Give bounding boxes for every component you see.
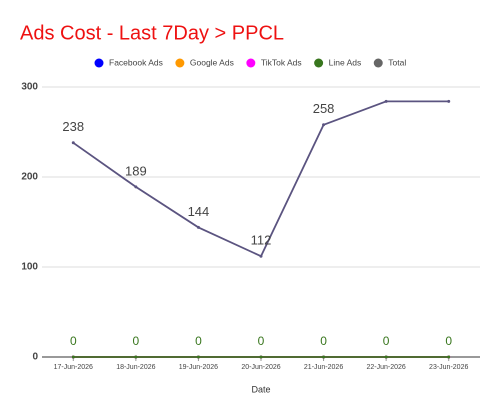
legend-marker (94, 58, 104, 68)
data-label: 0 (133, 334, 140, 348)
data-label: 0 (258, 334, 265, 348)
chart-title: Ads Cost - Last 7Day > PPCL (20, 22, 284, 44)
data-label: 0 (70, 334, 77, 348)
point (447, 99, 451, 103)
point (384, 355, 388, 359)
legend-label: Line Ads (329, 57, 362, 67)
point (259, 254, 263, 258)
data-label: 112 (251, 233, 272, 248)
data-label: 0 (320, 334, 327, 348)
legend-marker (175, 58, 185, 68)
legend-label: Facebook Ads (109, 57, 163, 67)
point (196, 225, 200, 229)
y-tick-label: 0 (32, 352, 38, 363)
point (322, 123, 326, 127)
x-axis-label: Date (251, 384, 270, 394)
legend-label: TikTok Ads (261, 57, 302, 67)
data-label: 0 (383, 334, 390, 348)
data-label: 144 (188, 204, 210, 219)
data-label: 0 (445, 334, 452, 348)
point (322, 355, 326, 359)
point (71, 141, 75, 145)
point (196, 355, 200, 359)
legend-marker (246, 58, 256, 68)
x-tick-label: 22-Jun-2026 (366, 364, 405, 371)
x-tick-label: 19-Jun-2026 (179, 364, 218, 371)
point (134, 355, 138, 359)
legend-label: Google Ads (190, 57, 234, 67)
point (134, 185, 138, 189)
data-label: 189 (125, 163, 147, 178)
data-label: 258 (313, 101, 335, 116)
point (259, 355, 263, 359)
y-tick-label: 300 (21, 82, 38, 93)
point (384, 99, 388, 103)
x-tick-label: 21-Jun-2026 (304, 364, 343, 371)
y-tick-label: 200 (21, 172, 38, 183)
data-label: 0 (195, 334, 202, 348)
x-tick-label: 18-Jun-2026 (116, 364, 155, 371)
point (447, 355, 451, 359)
data-label: 238 (62, 119, 84, 134)
x-tick-label: 23-Jun-2026 (429, 364, 468, 371)
legend-marker (314, 58, 324, 68)
legend-label: Total (388, 57, 406, 67)
y-tick-label: 100 (21, 262, 38, 273)
legend-marker (373, 58, 383, 68)
x-tick-label: 20-Jun-2026 (241, 364, 280, 371)
x-tick-label: 17-Jun-2026 (54, 364, 93, 371)
point (71, 355, 75, 359)
